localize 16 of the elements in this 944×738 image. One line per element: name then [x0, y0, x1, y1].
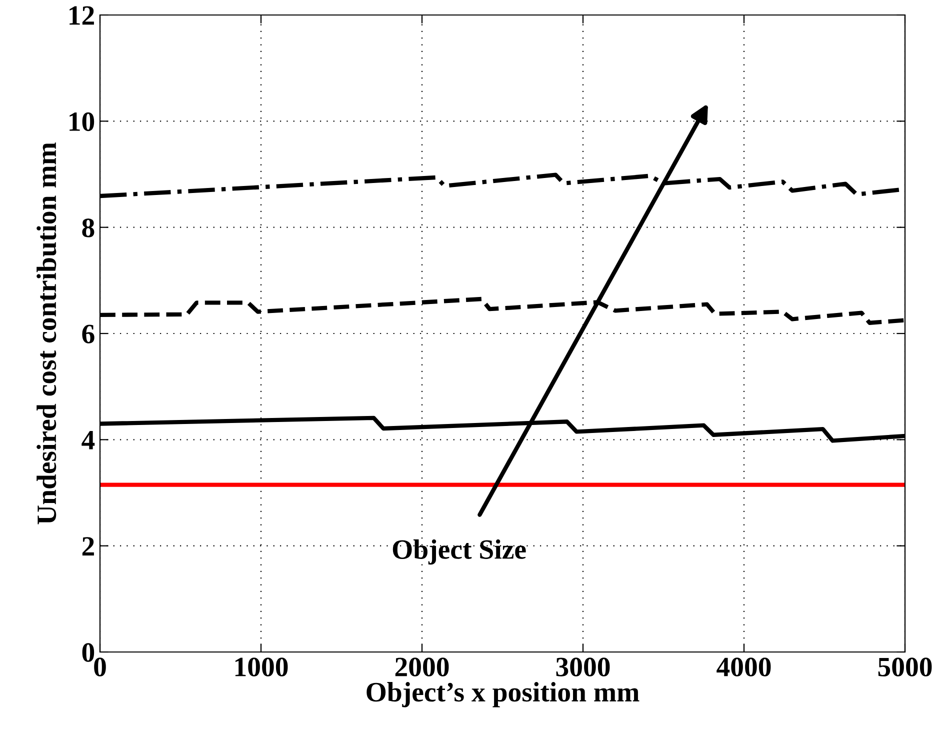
y-tick-label: 2 [82, 537, 94, 556]
y-tick-label: 10 [70, 112, 94, 132]
y-tick-label: 12 [70, 6, 94, 25]
y-tick-label: 0 [82, 643, 94, 662]
y-tick-label: 8 [82, 218, 94, 238]
x-tick-label: 1000 [235, 658, 288, 676]
x-tick-label: 4000 [716, 658, 771, 676]
y-tick-label: 6 [82, 324, 94, 344]
x-tick-label: 0 [94, 658, 106, 676]
y-tick-label: 4 [82, 431, 95, 450]
annotation: Object Size [392, 539, 526, 565]
x-tick-label: 5000 [878, 658, 932, 676]
y-axis-title: Undesired cost contribution mm [36, 142, 56, 524]
x-axis-title: Object’s x position mm [366, 682, 640, 708]
x-tick-label: 3000 [556, 658, 610, 676]
x-tick-label: 2000 [395, 658, 449, 676]
